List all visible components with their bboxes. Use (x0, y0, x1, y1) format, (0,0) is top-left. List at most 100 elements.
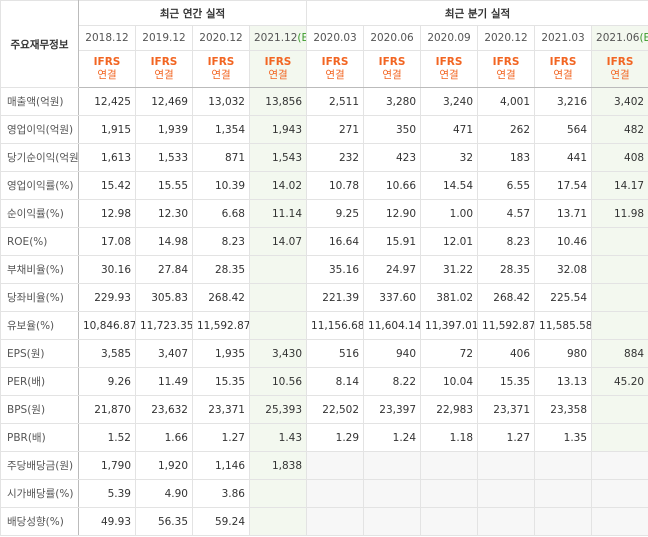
value-cell: 5.39 (78, 479, 136, 508)
row-label: 순이익률(%) (0, 199, 79, 228)
value-cell: 23,397 (363, 395, 422, 424)
value-cell (363, 451, 422, 480)
value-cell: 13,032 (192, 87, 250, 116)
value-cell: 10,846.87 (78, 311, 136, 340)
data-row: 순이익률(%) 12.98 12.30 6.68 11.14 9.25 12.90 1.00 4… (0, 199, 648, 228)
data-row: ROE(%) 17.08 14.98 8.23 14.07 16.64 15.91 12.01… (0, 227, 648, 256)
value-cell (306, 451, 365, 480)
data-row: 당좌비율(%) 229.93 305.83 268.42 221.39 337.60 381… (0, 283, 648, 312)
value-cell: 9.25 (306, 199, 365, 228)
value-cell: 14.02 (248, 171, 308, 200)
value-cell: 16.64 (306, 227, 365, 256)
value-cell (591, 479, 648, 508)
value-cell (591, 311, 648, 340)
period-header: 2018.12 (78, 25, 136, 51)
basis-ifrs: IFRS (207, 56, 235, 68)
value-cell: 10.66 (363, 171, 422, 200)
value-cell (420, 507, 479, 536)
row-label: 영업이익(억원) (0, 115, 79, 144)
basis-label: IFRS 연결 (135, 50, 193, 88)
data-row: 영업이익(억원) 1,915 1,939 1,354 1,943 271 350 471 262… (0, 115, 648, 144)
row-label: 영업이익률(%) (0, 171, 79, 200)
basis-consolidated: 연결 (325, 69, 345, 81)
header-row: 2018.122019.122020.122021.12(E)2020.0320… (1, 25, 648, 51)
data-row: PER(배) 9.26 11.49 15.35 10.56 8.14 8.22 10.04 15… (0, 367, 648, 396)
period-header: 2019.12 (135, 25, 193, 51)
value-cell (534, 479, 593, 508)
row-label: 주당배당금(원) (0, 451, 79, 480)
value-cell: 32 (420, 143, 479, 172)
value-cell: 11,397.01 (420, 311, 479, 340)
value-cell: 1,939 (135, 115, 193, 144)
value-cell: 49.93 (78, 507, 136, 536)
value-cell: 12,425 (78, 87, 136, 116)
row-label: PBR(배) (0, 423, 79, 452)
value-cell: 23,371 (477, 395, 536, 424)
value-cell: 14.98 (135, 227, 193, 256)
value-cell: 10.56 (248, 367, 308, 396)
value-cell: 406 (477, 339, 536, 368)
period-header: 2020.12 (192, 25, 250, 51)
value-cell: 350 (363, 115, 422, 144)
value-cell: 221.39 (306, 283, 365, 312)
value-cell (248, 255, 308, 284)
value-cell: 13,856 (248, 87, 308, 116)
value-cell: 17.54 (534, 171, 593, 200)
value-cell (591, 395, 648, 424)
value-cell: 1.66 (135, 423, 193, 452)
value-cell: 1,354 (192, 115, 250, 144)
period-header: 2020.12 (477, 25, 536, 51)
data-row: 시가배당률(%) 5.39 4.90 3.86 (0, 479, 648, 508)
row-label: 당좌비율(%) (0, 283, 79, 312)
value-cell: 232 (306, 143, 365, 172)
basis-consolidated: 연결 (610, 69, 630, 81)
value-cell: 884 (591, 339, 648, 368)
value-cell: 15.91 (363, 227, 422, 256)
value-cell: 11.14 (248, 199, 308, 228)
value-cell: 28.35 (477, 255, 536, 284)
period-header: 2020.09 (420, 25, 479, 51)
basis-consolidated: 연결 (553, 69, 573, 81)
value-cell (420, 451, 479, 480)
header-row: IFRS 연결 IFRS 연결 IFRS 연결 IFRS 연결 IFRS 연결 IFRS 연결 IFRS… (1, 50, 648, 88)
value-cell: 11,585.58 (534, 311, 593, 340)
value-cell: 940 (363, 339, 422, 368)
row-label: 유보율(%) (0, 311, 79, 340)
basis-label: IFRS 연결 (363, 50, 422, 88)
value-cell (591, 507, 648, 536)
value-cell: 1.27 (477, 423, 536, 452)
value-cell (534, 451, 593, 480)
value-cell: 4,001 (477, 87, 536, 116)
value-cell: 229.93 (78, 283, 136, 312)
value-cell: 23,358 (534, 395, 593, 424)
value-cell: 22,983 (420, 395, 479, 424)
value-cell: 6.55 (477, 171, 536, 200)
value-cell: 1,935 (192, 339, 250, 368)
value-cell: 15.55 (135, 171, 193, 200)
value-cell: 305.83 (135, 283, 193, 312)
value-cell: 1.43 (248, 423, 308, 452)
period-header: 2021.06(E) (591, 25, 648, 51)
value-cell (363, 507, 422, 536)
value-cell: 72 (420, 339, 479, 368)
row-label: 배당성향(%) (0, 507, 79, 536)
value-cell: 30.16 (78, 255, 136, 284)
value-cell: 15.35 (477, 367, 536, 396)
value-cell: 3,240 (420, 87, 479, 116)
value-cell: 12.30 (135, 199, 193, 228)
corner-label: 주요재무정보 (0, 0, 79, 88)
basis-label: IFRS 연결 (248, 50, 308, 88)
value-cell: 225.54 (534, 283, 593, 312)
row-label: 당기순이익(억원) (0, 143, 79, 172)
period-date: 2021.12 (254, 32, 298, 44)
header-row: 주요재무정보 최근 연간 실적 최근 분기 실적 (0, 0, 648, 88)
period-header: 2020.03 (306, 25, 365, 51)
value-cell: 10.78 (306, 171, 365, 200)
value-cell: 271 (306, 115, 365, 144)
data-row: 주당배당금(원) 1,790 1,920 1,146 1,838 (0, 451, 648, 480)
basis-consolidated: 연결 (211, 69, 231, 81)
value-cell (248, 311, 308, 340)
value-cell: 3,402 (591, 87, 648, 116)
basis-consolidated: 연결 (382, 69, 402, 81)
